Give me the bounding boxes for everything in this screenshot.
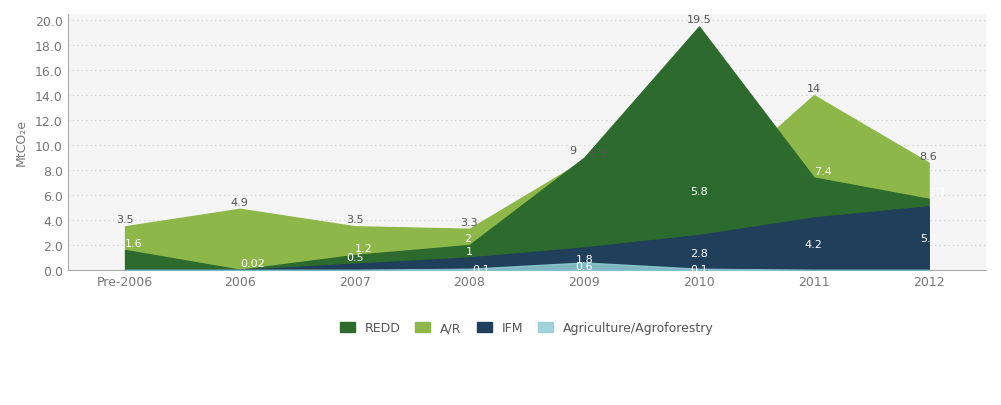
Text: 5.7: 5.7 [929,188,946,198]
Text: 3.3: 3.3 [460,217,478,227]
Text: 0.6: 0.6 [576,262,593,272]
Text: 1.6: 1.6 [125,239,143,249]
Text: 5.1: 5.1 [920,234,937,243]
Text: 1.8: 1.8 [576,254,594,264]
Text: 8.6: 8.6 [920,151,938,161]
Text: 19.5: 19.5 [687,15,712,25]
Text: 2: 2 [463,234,470,243]
Text: 0.02: 0.02 [240,258,264,268]
Text: 8.8: 8.8 [589,149,607,159]
Text: 0.1: 0.1 [472,264,489,274]
Text: 2.8: 2.8 [690,248,708,258]
Text: 4.2: 4.2 [805,239,823,249]
Text: 0.5: 0.5 [345,253,363,262]
Legend: REDD, A/R, IFM, Agriculture/Agroforestry: REDD, A/R, IFM, Agriculture/Agroforestry [333,315,721,341]
Text: 9: 9 [570,146,577,156]
Text: 1.2: 1.2 [354,243,372,254]
Text: 5.8: 5.8 [690,186,708,196]
Text: 4.9: 4.9 [231,197,249,207]
Text: 3.5: 3.5 [116,215,134,225]
Text: 14: 14 [807,84,821,94]
Text: 0.1: 0.1 [691,265,708,275]
Text: 7.4: 7.4 [814,166,832,176]
Text: 1: 1 [465,246,472,256]
Y-axis label: MtCO₂e: MtCO₂e [15,119,28,166]
Text: 3.5: 3.5 [345,215,363,225]
